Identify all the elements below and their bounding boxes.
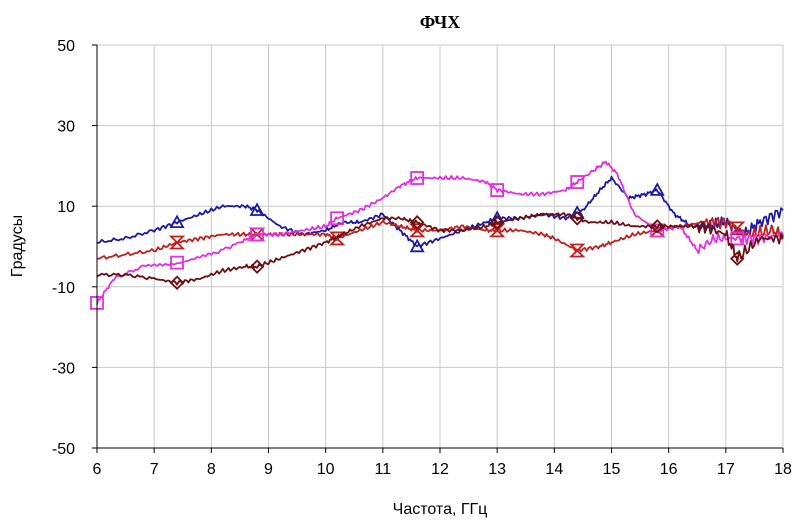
square-marker <box>410 171 425 185</box>
triangle-marker <box>249 202 265 216</box>
series-line-3 <box>96 160 784 305</box>
series-line-4 <box>96 212 784 286</box>
square-marker <box>250 227 264 242</box>
square-marker <box>330 211 345 226</box>
diamond-marker <box>489 215 505 230</box>
x-tick-label: 17 <box>717 461 735 478</box>
hourglass-marker <box>328 231 346 246</box>
series-layer <box>90 160 784 310</box>
triangle-marker <box>409 238 425 253</box>
x-tick-label: 16 <box>660 461 678 478</box>
x-tick-label: 12 <box>431 461 449 478</box>
y-tick-label: -50 <box>52 441 75 458</box>
triangle-marker <box>649 182 665 196</box>
x-tick-label: 15 <box>603 461 621 478</box>
square-marker <box>730 231 745 246</box>
grid <box>96 44 784 449</box>
square-marker <box>490 183 505 197</box>
series-4 <box>96 211 784 291</box>
x-axis-title: Частота, ГГц <box>393 501 488 518</box>
axes: 6 7 8 9 10 11 12 13 14 15 16 17 18 50 30 10 -10 -30 -50 <box>52 38 792 478</box>
y-tick-label: 30 <box>57 119 75 136</box>
chart-title: ФЧХ <box>420 12 461 32</box>
diamond-marker <box>569 211 585 226</box>
x-tick-label: 8 <box>207 461 216 478</box>
y-tick-label: -10 <box>52 280 75 297</box>
diamond-marker <box>729 251 745 266</box>
x-tick-label: 9 <box>264 461 273 478</box>
x-tick-label: 14 <box>545 461 563 478</box>
x-tick-label: 7 <box>150 461 159 478</box>
triangle-marker <box>169 214 185 229</box>
hourglass-marker <box>168 235 186 250</box>
x-tick-label: 13 <box>488 461 506 478</box>
square-marker <box>570 175 585 189</box>
x-tick-label: 6 <box>93 461 102 478</box>
y-axis-title: Градусы <box>9 215 26 277</box>
hourglass-marker <box>488 223 506 238</box>
series-3 <box>90 160 784 310</box>
diamond-marker <box>649 219 665 234</box>
y-tick-label: 50 <box>57 38 75 55</box>
y-tick-label: 10 <box>57 199 75 216</box>
diamond-marker <box>409 215 425 230</box>
square-marker <box>170 255 184 270</box>
hourglass-marker <box>569 243 586 258</box>
diamond-marker <box>249 259 265 274</box>
x-tick-label: 18 <box>774 461 792 478</box>
square-marker <box>650 223 665 238</box>
hourglass-marker <box>408 223 426 238</box>
diamond-marker <box>169 275 185 291</box>
x-tick-label: 11 <box>375 461 392 478</box>
x-tick-label: 10 <box>317 461 335 478</box>
triangle-marker <box>569 205 585 219</box>
y-tick-label: -30 <box>52 360 75 377</box>
